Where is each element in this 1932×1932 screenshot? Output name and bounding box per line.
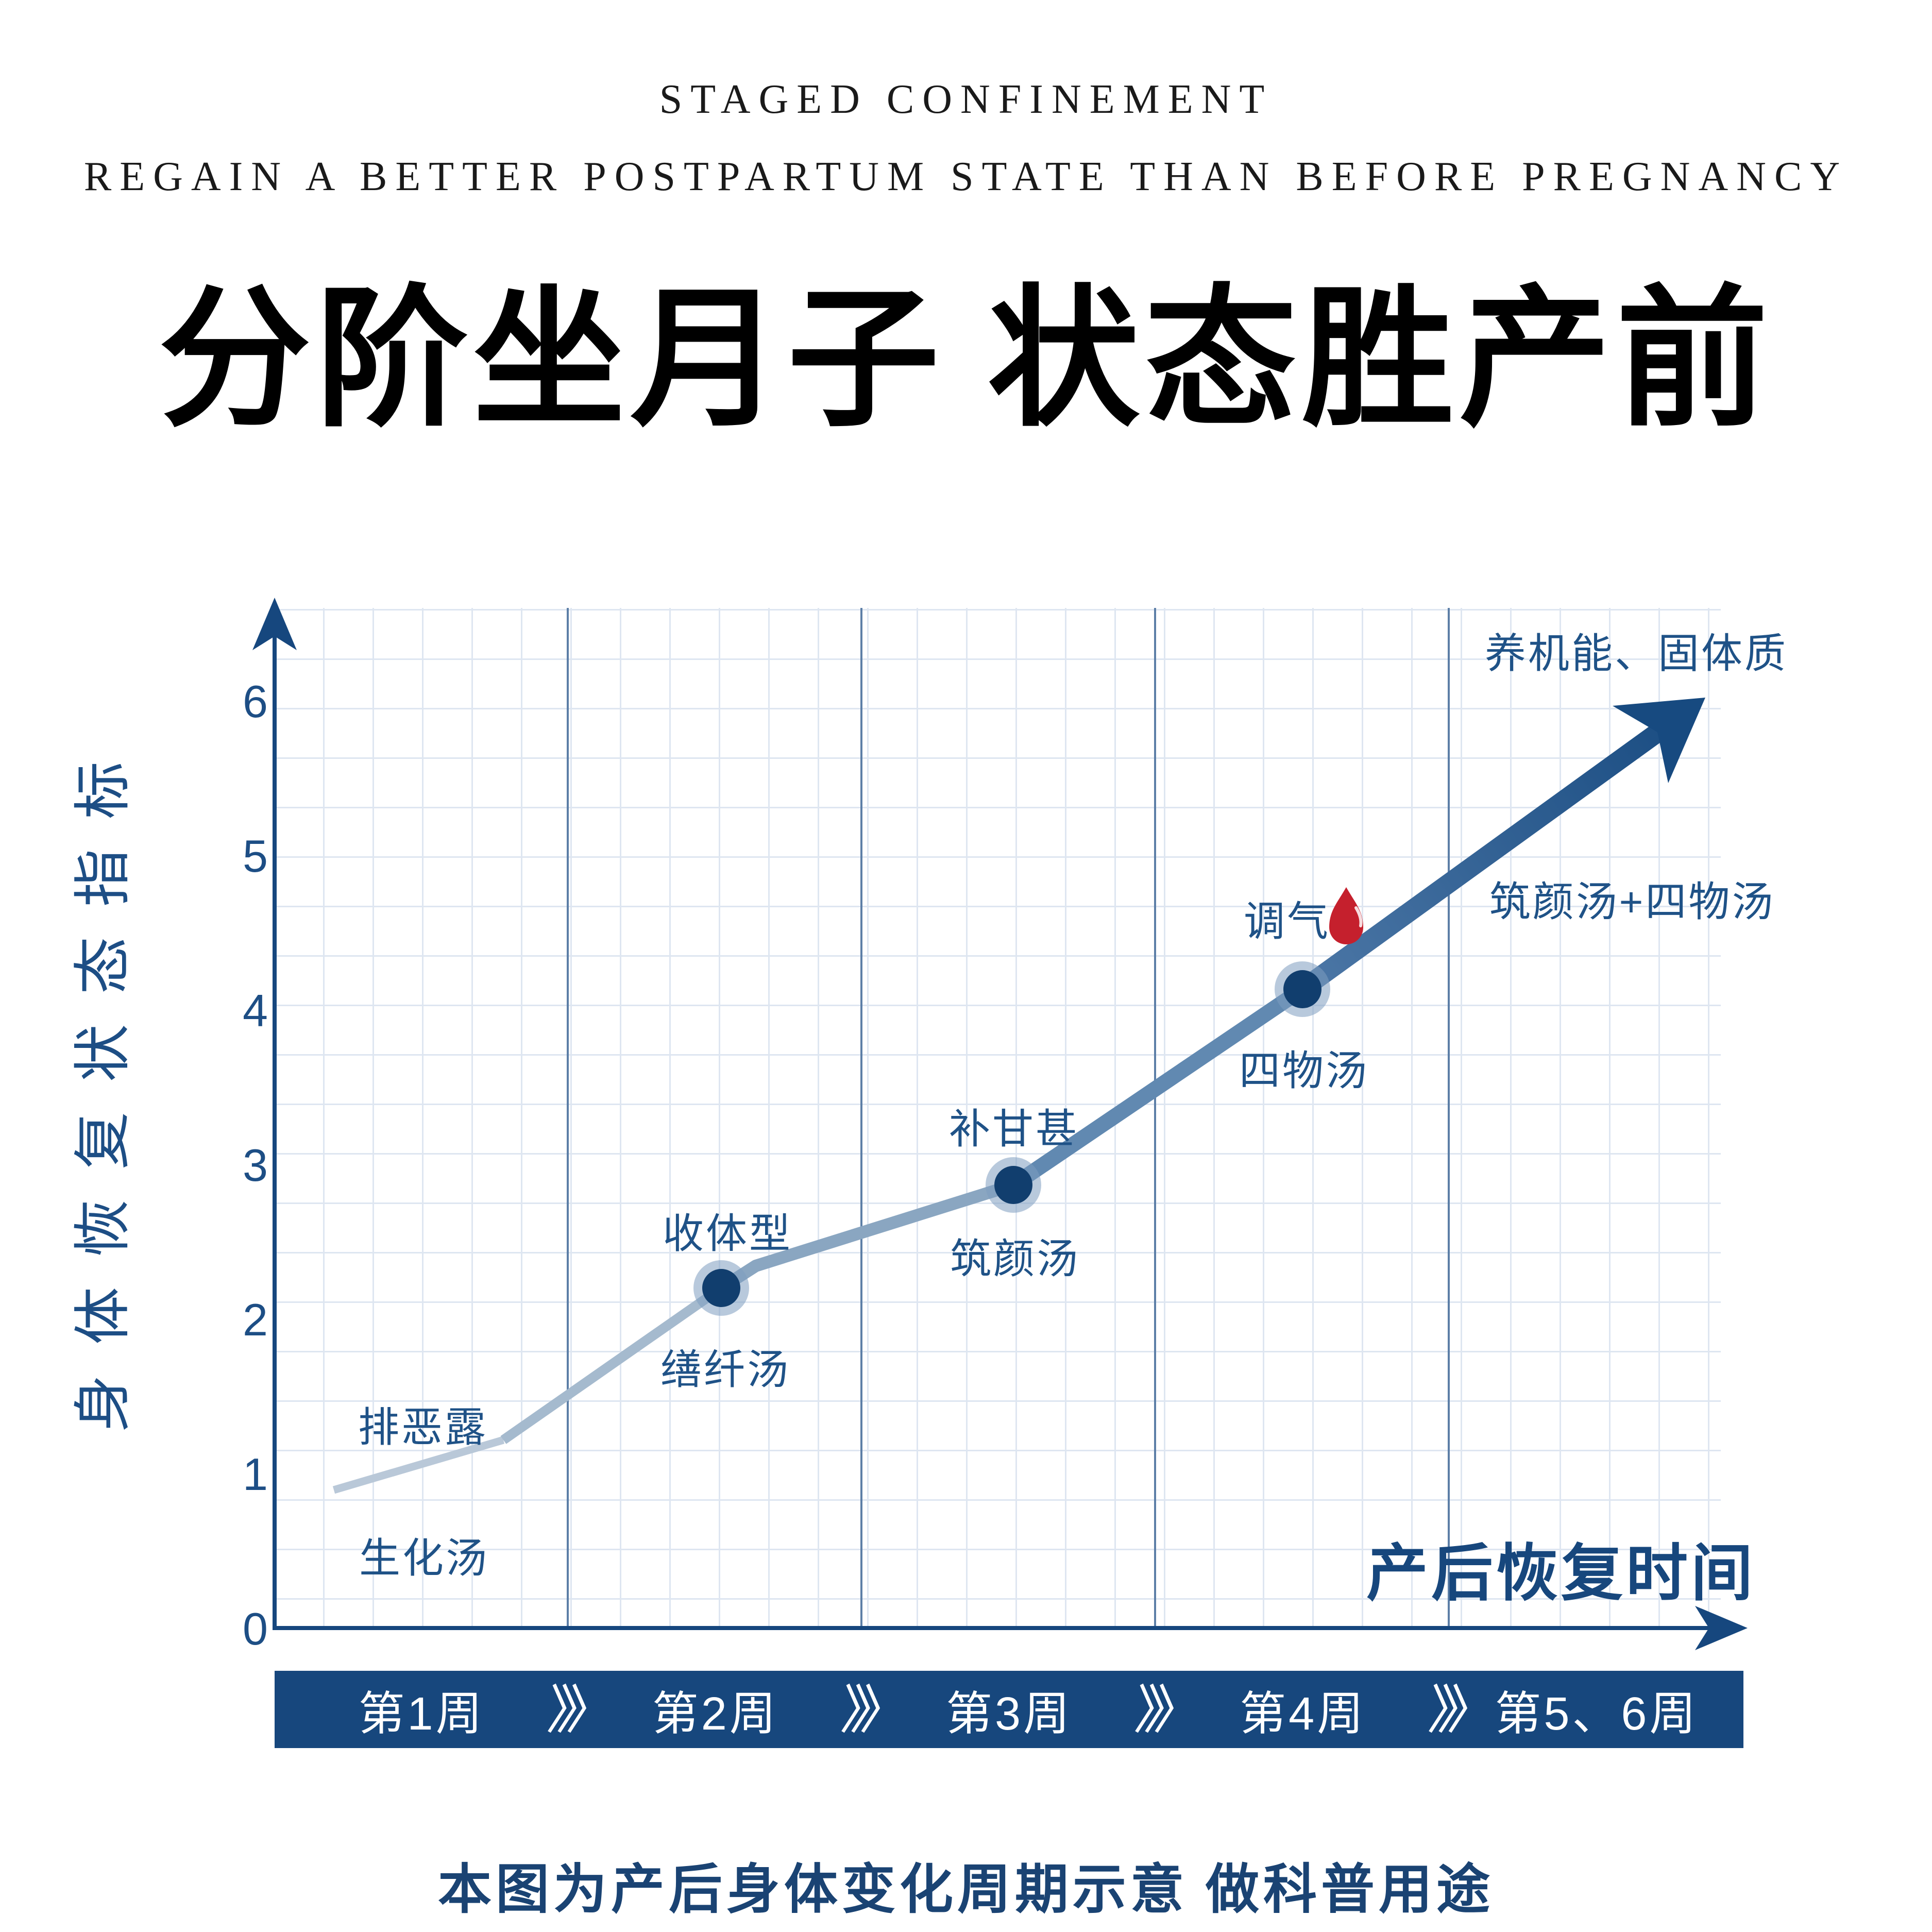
label-formula-week2: 缮纤汤 (660, 1347, 790, 1393)
chart-grid (275, 608, 1721, 1629)
week-divider-4 (1448, 608, 1450, 1629)
kicker-line-2: REGAIN A BETTER POSTPARTUM STATE THAN BE… (83, 154, 1849, 199)
label-phase-week1: 排恶露 (358, 1404, 488, 1450)
y-tick-2: 2 (243, 1294, 268, 1345)
label-formula-week4: 四物汤 (1239, 1048, 1369, 1094)
y-tick-6: 6 (243, 676, 268, 727)
y-tick-4: 4 (243, 985, 268, 1036)
marker-week4 (1275, 961, 1330, 1017)
label-formula-week1: 生化汤 (359, 1535, 489, 1581)
week-2-label: 第2周 (652, 1688, 778, 1740)
y-axis (252, 598, 297, 1630)
blood-drop-icon (1329, 887, 1363, 944)
week-divider-1 (567, 608, 569, 1629)
week-divider-2 (860, 608, 862, 1629)
label-formula-week5: 筑颜汤+四物汤 (1489, 879, 1775, 925)
chevron-icon-3 (1134, 1683, 1177, 1737)
page-title: 分阶坐月子 状态胜产前 (159, 276, 1773, 445)
y-tick-3: 3 (243, 1140, 268, 1191)
label-phase-week5: 养机能、固体质 (1485, 631, 1788, 676)
label-phase-week4: 调气 (1244, 899, 1330, 944)
week-3-label: 第3周 (945, 1688, 1073, 1740)
y-tick-5: 5 (243, 831, 268, 882)
week-divider-3 (1154, 608, 1156, 1629)
chevron-icon-1 (547, 1683, 590, 1737)
marker-week3 (986, 1157, 1041, 1213)
label-phase-week2: 收体型 (663, 1211, 792, 1257)
chevron-icon-2 (840, 1683, 884, 1737)
marker-week2 (693, 1260, 749, 1316)
label-phase-week3: 补甘甚 (949, 1106, 1079, 1152)
week-timeline-bar: 第1周 第2周 第3周 第4周 第5、6周 (275, 1671, 1743, 1748)
y-tick-0: 0 (243, 1603, 268, 1654)
y-tick-1: 1 (243, 1449, 268, 1500)
chevron-icon-4 (1428, 1683, 1471, 1737)
y-axis-title: 身体恢复状态指标 (72, 732, 135, 1432)
footnote: 本图为产后身体变化周期示意 做科普用途 (437, 1860, 1494, 1920)
kicker-line-1: STAGED CONFINEMENT (659, 77, 1273, 122)
week-4-label: 第4周 (1240, 1688, 1366, 1740)
x-axis (273, 1606, 1748, 1650)
trend-arrowhead (1613, 698, 1705, 783)
label-formula-week3: 筑颜汤 (950, 1236, 1080, 1282)
week-1-label: 第1周 (358, 1688, 485, 1740)
week-5-6-label: 第5、6周 (1495, 1688, 1699, 1740)
x-axis-title: 产后恢复时间 (1366, 1539, 1756, 1608)
